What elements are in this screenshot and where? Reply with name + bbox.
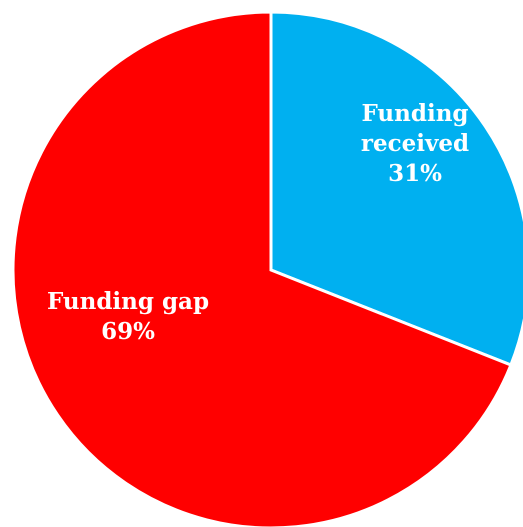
pie-slice-2 — [11, 10, 513, 527]
slice-label-2: Funding gap 69% — [47, 288, 209, 345]
pie-slices — [11, 10, 523, 527]
slice-label-1: Funding received 31% — [361, 100, 469, 187]
slice-label-1-line-1: Funding — [362, 100, 469, 127]
pie-slice-1 — [269, 10, 523, 367]
slice-label-1-line-2: received — [361, 130, 469, 157]
slice-label-2-line-1: Funding gap — [47, 288, 209, 315]
pie-labels: Funding received 31% Funding gap 69% — [47, 100, 469, 345]
slice-label-1-line-3: 31% — [388, 160, 442, 187]
slice-label-2-line-2: 69% — [101, 318, 155, 345]
